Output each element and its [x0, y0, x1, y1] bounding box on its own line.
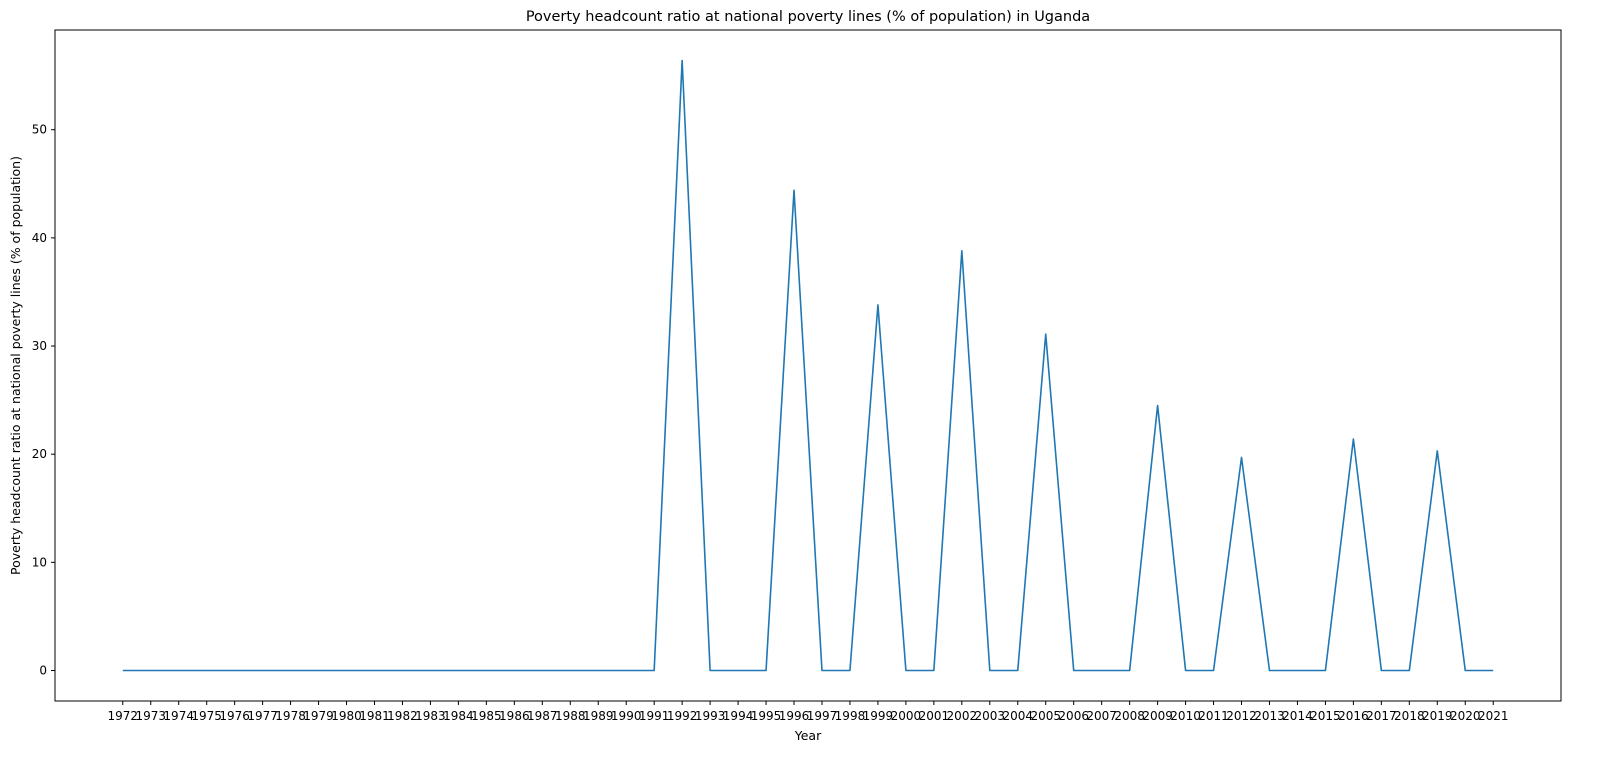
y-tick-label: 30 [32, 339, 47, 353]
x-tick-label: 2010 [1170, 709, 1201, 723]
x-tick-label: 2004 [1002, 709, 1033, 723]
x-tick-label: 1998 [835, 709, 866, 723]
x-tick-label: 1978 [275, 709, 306, 723]
y-axis-label: Poverty headcount ratio at national pove… [8, 156, 23, 575]
x-tick-label: 1973 [135, 709, 166, 723]
x-tick-label: 2012 [1226, 709, 1257, 723]
x-tick-label: 1989 [583, 709, 614, 723]
chart-title: Poverty headcount ratio at national pove… [526, 9, 1090, 25]
x-tick-label: 1991 [639, 709, 670, 723]
x-tick-label: 1981 [359, 709, 390, 723]
x-axis-ticks: 1972197319741975197619771978197919801981… [107, 701, 1509, 723]
series-line-0 [122, 59, 1494, 672]
x-tick-label: 1997 [807, 709, 838, 723]
x-tick-label: 1982 [387, 709, 418, 723]
x-tick-label: 1993 [695, 709, 726, 723]
plot-frame [54, 29, 1562, 702]
x-tick-label: 2002 [947, 709, 978, 723]
x-tick-label: 1979 [303, 709, 334, 723]
x-tick-label: 2011 [1198, 709, 1229, 723]
x-tick-label: 1995 [751, 709, 782, 723]
x-tick-label: 1974 [163, 709, 194, 723]
x-tick-label: 2007 [1086, 709, 1117, 723]
y-tick-label: 10 [32, 555, 47, 569]
x-tick-label: 2000 [891, 709, 922, 723]
x-tick-label: 2006 [1058, 709, 1089, 723]
x-tick-label: 2015 [1310, 709, 1341, 723]
x-tick-label: 2020 [1450, 709, 1481, 723]
x-tick-label: 1984 [443, 709, 474, 723]
x-tick-label: 2009 [1142, 709, 1173, 723]
x-tick-label: 2016 [1338, 709, 1369, 723]
x-tick-label: 1990 [611, 709, 642, 723]
x-tick-label: 1972 [107, 709, 138, 723]
x-tick-label: 2019 [1422, 709, 1453, 723]
y-tick-label: 0 [39, 664, 47, 678]
x-tick-label: 2003 [975, 709, 1006, 723]
y-tick-label: 20 [32, 447, 47, 461]
series-layer [122, 59, 1494, 672]
x-tick-label: 2008 [1114, 709, 1145, 723]
x-tick-label: 1976 [219, 709, 250, 723]
y-tick-label: 40 [32, 231, 47, 245]
x-tick-label: 2017 [1366, 709, 1397, 723]
x-axis-label: Year [794, 728, 822, 743]
x-tick-label: 1985 [471, 709, 502, 723]
x-tick-label: 1994 [723, 709, 754, 723]
x-tick-label: 2014 [1282, 709, 1313, 723]
x-tick-label: 2005 [1030, 709, 1061, 723]
x-tick-label: 1996 [779, 709, 810, 723]
x-tick-label: 2001 [919, 709, 950, 723]
x-tick-label: 1983 [415, 709, 446, 723]
x-tick-label: 2018 [1394, 709, 1425, 723]
x-tick-label: 1977 [247, 709, 278, 723]
x-tick-label: 1988 [555, 709, 586, 723]
x-tick-label: 1992 [667, 709, 698, 723]
x-tick-label: 1987 [527, 709, 558, 723]
y-axis-ticks: 0 10 20 30 40 50 [32, 123, 55, 678]
y-tick-label: 50 [32, 123, 47, 137]
x-tick-label: 2013 [1254, 709, 1285, 723]
x-tick-label: 1975 [191, 709, 222, 723]
x-tick-label: 2021 [1478, 709, 1509, 723]
x-tick-label: 1980 [331, 709, 362, 723]
x-tick-label: 1986 [499, 709, 530, 723]
x-tick-label: 1999 [863, 709, 894, 723]
